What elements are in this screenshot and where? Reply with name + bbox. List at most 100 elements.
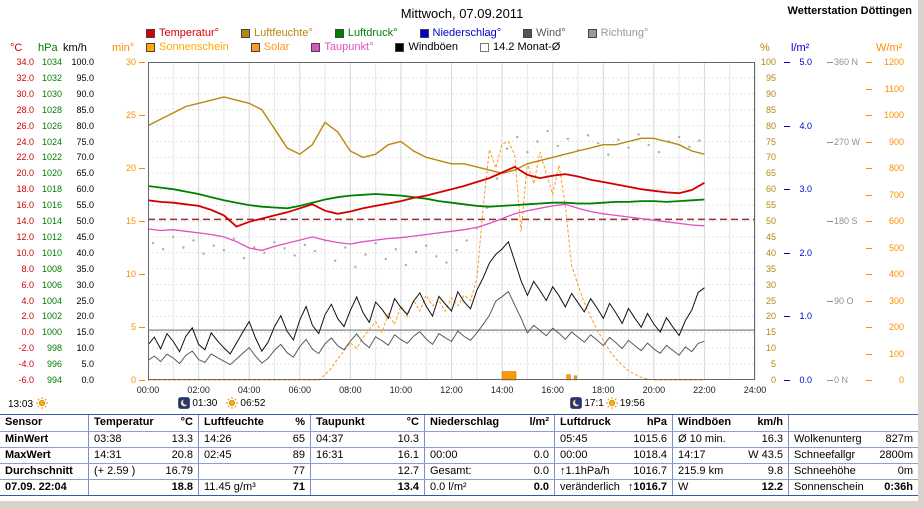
column-title: Taupunkt (316, 416, 365, 428)
legend-row: Temperatur° Luftfeuchte° Luftdruck° Nieders… (146, 26, 786, 40)
sun-icon (226, 397, 239, 409)
axis-tick-label-kmh: 10.0 (76, 343, 94, 354)
table-cell: Schneefallgr 2800m (788, 448, 918, 463)
legend-item-luftdruck[interactable]: Luftdruck° (334, 27, 398, 39)
axis-tick-label-hpa: 1016 (41, 200, 62, 211)
legend-item-monat-avg[interactable]: 14.2 Monat-Ø (480, 41, 560, 53)
axis-tick-label-tc: 20.0 (16, 168, 34, 179)
astro-event-time: 01:30 (192, 397, 218, 409)
x-axis-label: 18:00 (591, 385, 615, 395)
legend-item-windboeen[interactable]: Windböen (395, 41, 458, 53)
axis-tick-label-tc: -6.0 (18, 375, 34, 385)
axis-tick (784, 252, 790, 254)
cell-value: 18.8 (171, 481, 193, 493)
legend-label: Temperatur° (159, 27, 220, 39)
table-cell: 14:17 W 43.5 (672, 448, 788, 463)
axis-tick-label-kmh: 20.0 (76, 311, 94, 322)
astro-event-sun: 19:56 (605, 397, 645, 409)
x-axis-label: 00:00 (136, 385, 160, 395)
cell-detail: 14:17 (678, 449, 706, 461)
axis-tick-label-tc: 6.0 (21, 279, 34, 290)
axis-tick (866, 221, 872, 222)
table-cell: 00:00 0.0 (424, 448, 554, 463)
column-unit: km/h (757, 416, 783, 428)
series-luftfeuchte (148, 96, 705, 175)
axis-tick-label-wm2: 100 (888, 348, 904, 359)
cell-detail: 11.45 g/m³ (204, 481, 256, 493)
legend-item-richtung[interactable]: Richtung° (587, 27, 648, 39)
axis-tick-label-tc: 4.0 (21, 295, 34, 306)
series-windboeen (148, 240, 705, 355)
series-taupunkt (148, 203, 705, 252)
axis-tick-label-kmh: 100.0 (71, 57, 94, 67)
cell-detail: veränderlich (560, 481, 620, 493)
axis-tick-label-wm2: 200 (888, 322, 904, 332)
astro-event-moon: 17:1 (570, 397, 604, 409)
legend-swatch (311, 42, 321, 52)
legend-item-luftfeuchte[interactable]: Luftfeuchte° (241, 27, 313, 39)
legend-label: Luftdruck° (347, 27, 398, 39)
legend-item-wind[interactable]: Wind° (523, 27, 566, 39)
axis-tick-label-tc: 34.0 (16, 57, 34, 67)
legend-item-temperatur[interactable]: Temperatur° (146, 27, 219, 39)
table-row-label: MinWert (0, 432, 88, 447)
cell-value: 20.8 (171, 449, 193, 461)
table-cell: 18.8 (88, 480, 198, 495)
x-axis-label: 08:00 (339, 385, 362, 395)
axis-tick-label-hpa: 1032 (41, 72, 62, 83)
table-row: Durchschnitt (+ 2.59 ) 16.79 77 12.7 Gesamt: 0… (0, 463, 918, 479)
axis-tick-label-lm2: 4.0 (799, 120, 812, 131)
cell-value: 65 (292, 433, 305, 445)
axis-tick-label-kmh: 50.0 (76, 216, 94, 226)
legend-item-taupunkt[interactable]: Taupunkt° (311, 41, 373, 53)
axis-tick-label-hpa: 1006 (41, 279, 62, 290)
table-row-label: 07.09. 22:04 (0, 480, 88, 495)
cell-detail: 03:38 (94, 433, 122, 445)
cell-value: 1018.4 (633, 449, 667, 461)
legend-swatch (334, 28, 344, 38)
chart-legend: Temperatur° Luftfeuchte° Luftdruck° Nieders… (146, 26, 786, 54)
legend-swatch (419, 28, 429, 38)
sun-icon (605, 397, 618, 409)
cell-detail: Wolkenunterg (794, 433, 862, 445)
axis-tick-label-wm2: 400 (888, 269, 904, 279)
cell-value: 89 (292, 449, 305, 461)
axis-tick-label-pct: 10 (765, 343, 776, 354)
cell-detail: 02:45 (204, 449, 232, 461)
axis-tick-label-pct: 80 (765, 120, 776, 131)
column-unit: °C (180, 416, 193, 428)
cell-detail: 0.0 l/m² (430, 481, 467, 493)
axis-tick-label-hpa: 1008 (41, 263, 62, 274)
checkbox-icon[interactable] (480, 42, 490, 52)
axis-tick-label-pct: 15 (765, 327, 776, 338)
legend-item-niederschlag[interactable]: Niederschlag° (419, 27, 502, 39)
astro-event-time: 06:52 (240, 397, 266, 409)
column-title: Luftdruck (560, 416, 611, 428)
legend-item-solar[interactable]: Solar (250, 41, 289, 53)
legend-label: Niederschlag° (432, 27, 502, 39)
axis-tick-label-hpa: 994 (46, 375, 62, 385)
axis-tick (139, 380, 145, 381)
cell-detail: 16:31 (316, 449, 344, 461)
x-axis-label: 16:00 (541, 385, 564, 395)
cell-detail: Sonnenschein (794, 481, 864, 493)
axis-tick-label-pct: 5 (770, 359, 776, 370)
axis-tick-label-pct: 50 (765, 216, 776, 226)
axis-tick-label-tc: 14.0 (16, 216, 34, 226)
legend-label: Sonnenschein (159, 41, 229, 53)
axis-tick (866, 327, 872, 328)
axis-tick-label-pct: 95 (765, 72, 776, 83)
table-cell (424, 432, 554, 447)
axis-tick-label-hpa: 1012 (41, 231, 62, 242)
legend-item-sonnenschein[interactable]: Sonnenschein (146, 41, 229, 53)
axis-tick-label-hpa: 1002 (41, 311, 62, 322)
x-axis-label: 22:00 (693, 385, 716, 395)
sun-icon-slot (36, 397, 49, 412)
cell-value: 10.3 (397, 433, 419, 445)
table-cell: 02:45 89 (198, 448, 310, 463)
legend-swatch (241, 28, 251, 38)
axis-tick-label-wm2: 500 (888, 242, 904, 253)
cell-value: 2800m (879, 449, 913, 461)
axis-tick-label-dir: 270 W (834, 136, 861, 147)
